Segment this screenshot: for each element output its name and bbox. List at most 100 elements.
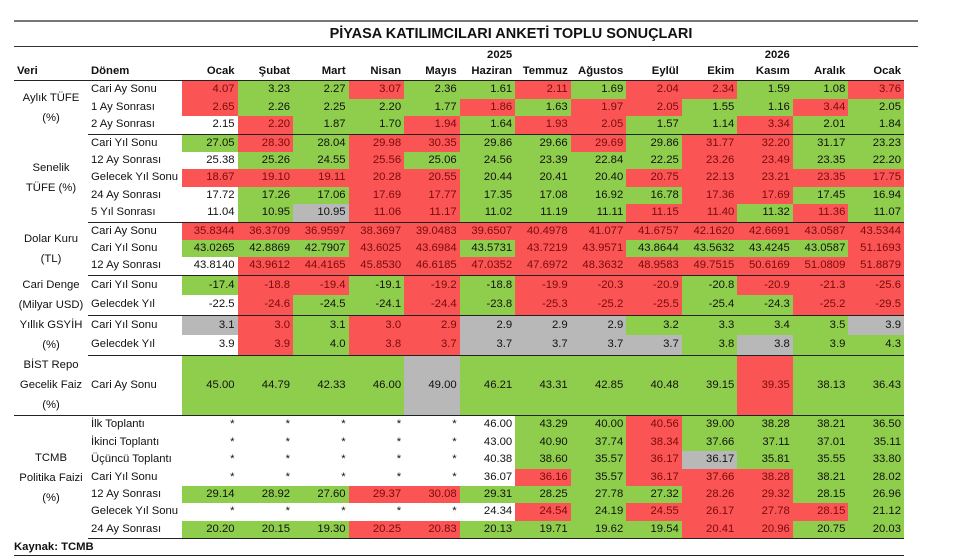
value-cell: 36.9597 <box>293 222 349 241</box>
period-label: İlk Toplantı <box>91 418 145 431</box>
value-cell: 22.20 <box>848 152 904 170</box>
value-cell: 11.40 <box>681 204 738 223</box>
year-2025: 2025 <box>487 49 513 61</box>
value-cell: 1.14 <box>681 116 738 135</box>
period-label: Gelecek Yıl Sonu <box>91 505 179 518</box>
value-cell: * <box>237 503 294 521</box>
value-cell: 2.25 <box>293 98 349 117</box>
value-cell: 28.26 <box>681 486 738 504</box>
value-cell: 2.01 <box>792 116 849 135</box>
period-label: Cari Ay Sonu <box>91 224 157 237</box>
table-row: 12 Ay Sonrası 25.38 25.26 24.55 25.56 25.06 24… <box>14 152 904 170</box>
value-cell: 20.41 <box>515 169 571 187</box>
value-cell: 43.6025 <box>348 240 405 258</box>
value-cell: 44.4165 <box>293 257 349 276</box>
value-cell: 40.00 <box>570 415 627 434</box>
value-cell: 29.37 <box>348 486 405 504</box>
value-cell: 19.10 <box>237 169 294 187</box>
header-month: Eylül <box>626 63 682 82</box>
value-cell: 17.45 <box>792 186 849 205</box>
group-label: Senelik TÜFE (%) <box>25 162 77 195</box>
value-cell: 29.69 <box>570 134 627 153</box>
header-month: Nisan <box>348 63 405 82</box>
value-cell: 37.01 <box>792 433 849 452</box>
value-cell: 46.00 <box>459 415 516 434</box>
value-cell: 36.17 <box>681 451 738 469</box>
period-label: Cari Ay Sonu <box>91 83 157 96</box>
value-cell: 24.55 <box>626 503 682 521</box>
header-month: Ağustos <box>570 63 627 82</box>
value-cell: * <box>182 503 238 521</box>
period-label: 1 Ay Sonrası <box>91 100 155 113</box>
value-cell: -17.4 <box>182 275 238 296</box>
value-cell: -21.3 <box>792 275 849 296</box>
table-row: Yıllık GSYİH (%) Cari Yıl Sonu 3.1 3.0 3.1 3.… <box>14 315 904 351</box>
value-cell: 2.9 <box>570 315 627 336</box>
value-cell: 35.81 <box>737 451 793 469</box>
header-donem: Dönem <box>88 63 182 82</box>
period-label: Cari Yıl Sonu <box>91 278 158 291</box>
value-cell: 4.07 <box>182 80 238 99</box>
value-cell: 43.5731 <box>459 240 516 258</box>
value-cell: 23.35 <box>792 152 849 170</box>
value-cell: * <box>293 433 349 452</box>
table-row: 12 Ay Sonrası 43.8140 43.9612 44.4165 45.853… <box>14 257 904 276</box>
value-cell: 20.96 <box>737 520 793 540</box>
value-cell: 20.03 <box>848 520 904 540</box>
value-cell: 42.33 <box>293 355 349 417</box>
value-cell: 3.1 <box>182 315 238 336</box>
value-cell: 49.7515 <box>681 257 738 276</box>
value-cell: 19.54 <box>626 520 682 540</box>
value-cell: 24.34 <box>459 503 516 521</box>
value-cell: 2.20 <box>348 98 405 117</box>
value-cell: 1.97 <box>570 98 627 117</box>
period-label: Gelecdek Yıl <box>88 335 182 356</box>
value-cell: * <box>404 415 460 434</box>
value-cell: * <box>348 468 405 486</box>
group-label: Yıllık GSYİH (%) <box>19 319 83 352</box>
value-cell: 3.0 <box>237 315 294 336</box>
value-cell: 20.25 <box>348 520 405 540</box>
value-cell: -24.3 <box>737 295 793 316</box>
value-cell: 35.55 <box>792 451 849 469</box>
value-cell: 17.72 <box>182 186 238 205</box>
value-cell: 43.0265 <box>182 240 238 258</box>
value-cell: 17.35 <box>459 186 516 205</box>
value-cell: -19.2 <box>404 275 460 296</box>
value-cell: 3.4 <box>737 315 793 336</box>
year-2026: 2026 <box>764 49 790 61</box>
table-row: Üçüncü Toplantı * * * * * 40.38 38.60 35.57 36.17… <box>14 451 904 469</box>
value-cell: 38.28 <box>737 468 793 486</box>
value-cell: -25.3 <box>515 295 571 316</box>
value-cell: 1.63 <box>515 98 571 117</box>
value-cell: 24.55 <box>293 152 349 170</box>
value-cell: 1.86 <box>459 98 516 117</box>
table-row: Gelecdek Yıl 3.9 3.9 4.0 3.8 3.7 3.7 3.7 3.7 3.7 3… <box>14 335 904 356</box>
value-cell: 16.92 <box>570 186 627 205</box>
value-cell: 16.78 <box>626 186 682 205</box>
value-cell: 43.9571 <box>570 240 627 258</box>
value-cell: 27.05 <box>182 134 238 153</box>
header-month: Haziran <box>459 63 516 82</box>
value-cell: * <box>293 503 349 521</box>
value-cell: 43.4245 <box>737 240 793 258</box>
value-cell: 11.11 <box>570 204 627 223</box>
value-cell: -22.5 <box>182 295 238 316</box>
value-cell: 17.69 <box>737 186 793 205</box>
value-cell: 43.0587 <box>792 222 849 241</box>
value-cell: -23.8 <box>459 295 516 316</box>
value-cell: 1.84 <box>848 116 904 135</box>
header-month: Ekim <box>681 63 738 82</box>
value-cell: 33.80 <box>848 451 904 469</box>
value-cell: 20.75 <box>792 520 849 540</box>
value-cell: 38.21 <box>792 468 849 486</box>
value-cell: 39.00 <box>681 415 738 434</box>
value-cell: 35.57 <box>570 451 627 469</box>
value-cell: 37.11 <box>737 433 793 452</box>
table-row: Gelecek Yıl Sonu 18.67 19.10 19.11 20.28 20.5… <box>14 169 904 187</box>
value-cell: 1.61 <box>459 80 516 99</box>
value-cell: 26.17 <box>681 503 738 521</box>
value-cell: 51.0809 <box>792 257 849 276</box>
value-cell: 11.15 <box>626 204 682 223</box>
value-cell: 23.23 <box>848 134 904 153</box>
